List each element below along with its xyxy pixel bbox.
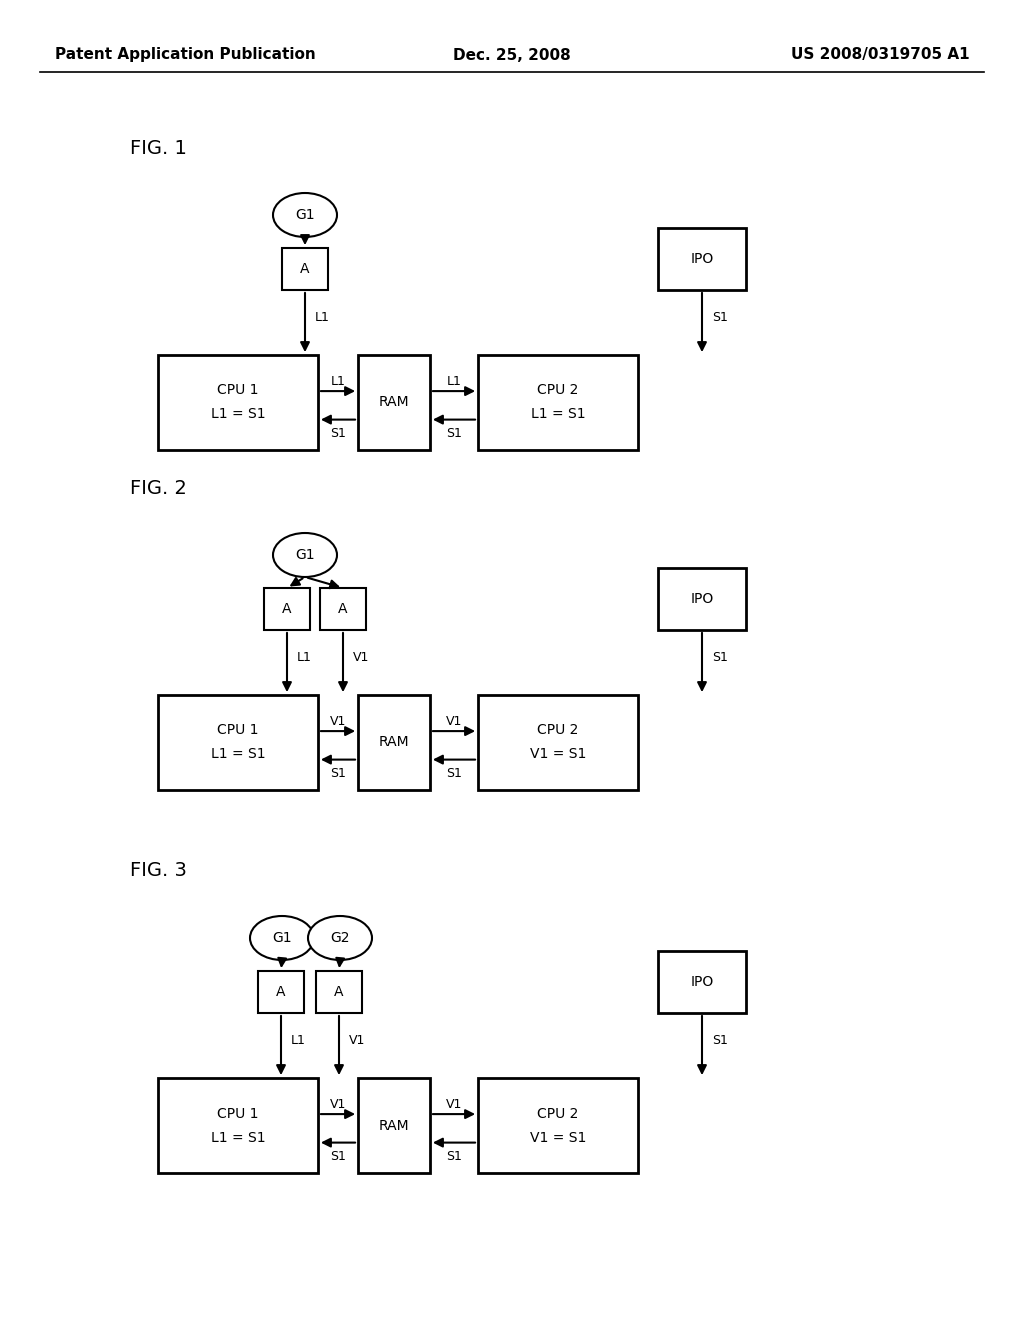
Ellipse shape — [273, 193, 337, 238]
Text: V1: V1 — [330, 714, 346, 727]
Text: L1: L1 — [315, 312, 330, 323]
Bar — [316, 972, 362, 1012]
Text: L1: L1 — [291, 1034, 306, 1047]
Text: L1: L1 — [446, 375, 462, 388]
Text: S1: S1 — [712, 312, 728, 323]
Text: A: A — [283, 602, 292, 616]
Text: G1: G1 — [295, 209, 314, 222]
Text: L1 = S1: L1 = S1 — [211, 1130, 265, 1144]
Bar — [358, 1078, 430, 1173]
Text: L1: L1 — [297, 651, 312, 664]
Text: CPU 2: CPU 2 — [538, 723, 579, 738]
Text: IPO: IPO — [690, 252, 714, 267]
Text: RAM: RAM — [379, 735, 410, 750]
Text: S1: S1 — [712, 1034, 728, 1047]
Text: S1: S1 — [330, 1150, 346, 1163]
Bar — [158, 1078, 318, 1173]
Text: L1 = S1: L1 = S1 — [530, 408, 586, 421]
Text: A: A — [338, 602, 348, 616]
Bar — [158, 696, 318, 789]
Bar — [282, 248, 328, 290]
Text: S1: S1 — [712, 651, 728, 664]
Bar — [658, 950, 746, 1012]
Text: L1: L1 — [331, 375, 345, 388]
Text: S1: S1 — [446, 767, 462, 780]
Text: V1: V1 — [445, 1098, 462, 1110]
Text: RAM: RAM — [379, 396, 410, 409]
Text: IPO: IPO — [690, 591, 714, 606]
Text: G1: G1 — [295, 548, 314, 562]
Text: FIG. 1: FIG. 1 — [130, 139, 186, 157]
Text: V1: V1 — [349, 1034, 366, 1047]
Text: CPU 1: CPU 1 — [217, 384, 259, 397]
Bar — [264, 587, 310, 630]
Bar — [258, 972, 304, 1012]
Bar — [319, 587, 366, 630]
Text: V1: V1 — [353, 651, 370, 664]
Text: L1 = S1: L1 = S1 — [211, 408, 265, 421]
Text: V1: V1 — [330, 1098, 346, 1110]
Text: US 2008/0319705 A1: US 2008/0319705 A1 — [792, 48, 970, 62]
Text: V1 = S1: V1 = S1 — [529, 747, 586, 762]
Text: IPO: IPO — [690, 975, 714, 989]
Bar — [358, 355, 430, 450]
Text: G1: G1 — [272, 931, 292, 945]
Text: V1 = S1: V1 = S1 — [529, 1130, 586, 1144]
Text: G2: G2 — [331, 931, 350, 945]
Text: CPU 1: CPU 1 — [217, 1106, 259, 1121]
Text: S1: S1 — [446, 428, 462, 440]
Ellipse shape — [308, 916, 372, 960]
Text: RAM: RAM — [379, 1118, 410, 1133]
Text: A: A — [334, 985, 344, 999]
Bar — [658, 568, 746, 630]
Text: A: A — [276, 985, 286, 999]
Text: Dec. 25, 2008: Dec. 25, 2008 — [454, 48, 570, 62]
Text: CPU 2: CPU 2 — [538, 384, 579, 397]
Bar — [478, 1078, 638, 1173]
Text: CPU 1: CPU 1 — [217, 723, 259, 738]
Text: Patent Application Publication: Patent Application Publication — [55, 48, 315, 62]
Text: FIG. 3: FIG. 3 — [130, 861, 186, 879]
Bar — [658, 228, 746, 290]
Text: L1 = S1: L1 = S1 — [211, 747, 265, 762]
Bar — [478, 355, 638, 450]
Bar — [358, 696, 430, 789]
Bar — [158, 355, 318, 450]
Text: A: A — [300, 261, 309, 276]
Text: V1: V1 — [445, 714, 462, 727]
Text: S1: S1 — [330, 767, 346, 780]
Text: S1: S1 — [446, 1150, 462, 1163]
Text: S1: S1 — [330, 428, 346, 440]
Text: FIG. 2: FIG. 2 — [130, 479, 186, 498]
Bar — [478, 696, 638, 789]
Ellipse shape — [250, 916, 314, 960]
Text: CPU 2: CPU 2 — [538, 1106, 579, 1121]
Ellipse shape — [273, 533, 337, 577]
